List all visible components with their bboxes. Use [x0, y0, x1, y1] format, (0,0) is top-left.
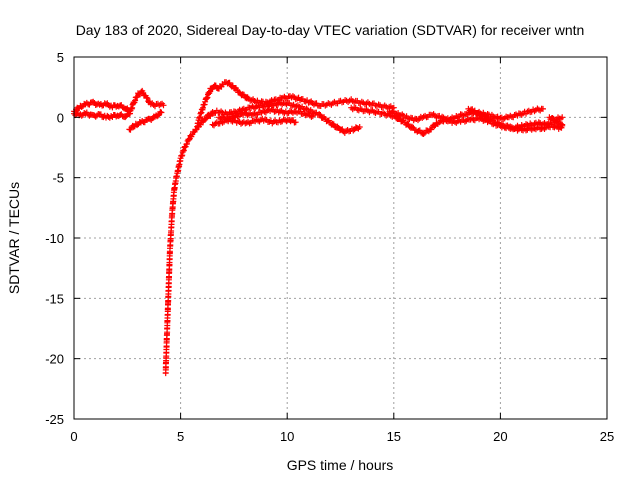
x-tick-label: 5: [177, 429, 184, 444]
y-tick-label: -20: [45, 352, 64, 367]
data-point-cluster: [205, 99, 363, 136]
x-tick-label: 20: [493, 429, 507, 444]
data-point-cluster: [162, 110, 216, 377]
x-axis-label: GPS time / hours: [287, 457, 394, 473]
axis-ticks: 0 5 10 15 20 25 -25 -20 -15 -10 -5 0 5: [45, 50, 614, 444]
x-tick-label: 10: [280, 429, 294, 444]
y-tick-label: 0: [57, 110, 64, 125]
y-tick-label: -15: [45, 291, 64, 306]
y-axis-label: SDTVAR / TECUs: [6, 182, 22, 294]
x-tick-label: 0: [70, 429, 77, 444]
data-point-cluster: [126, 87, 167, 117]
y-tick-label: -10: [45, 231, 64, 246]
data-series: [71, 79, 566, 377]
data-point-cluster: [209, 115, 299, 129]
y-tick-label: -5: [52, 171, 64, 186]
data-point-cluster: [465, 105, 566, 134]
data-point-cluster: [546, 114, 566, 124]
chart-title: Day 183 of 2020, Sidereal Day-to-day VTE…: [76, 22, 585, 38]
x-tick-label: 25: [600, 429, 614, 444]
data-point-cluster: [126, 108, 165, 133]
x-tick-label: 15: [387, 429, 401, 444]
y-tick-label: -25: [45, 412, 64, 427]
data-point-cluster: [216, 106, 316, 123]
y-tick-label: 5: [57, 50, 64, 65]
